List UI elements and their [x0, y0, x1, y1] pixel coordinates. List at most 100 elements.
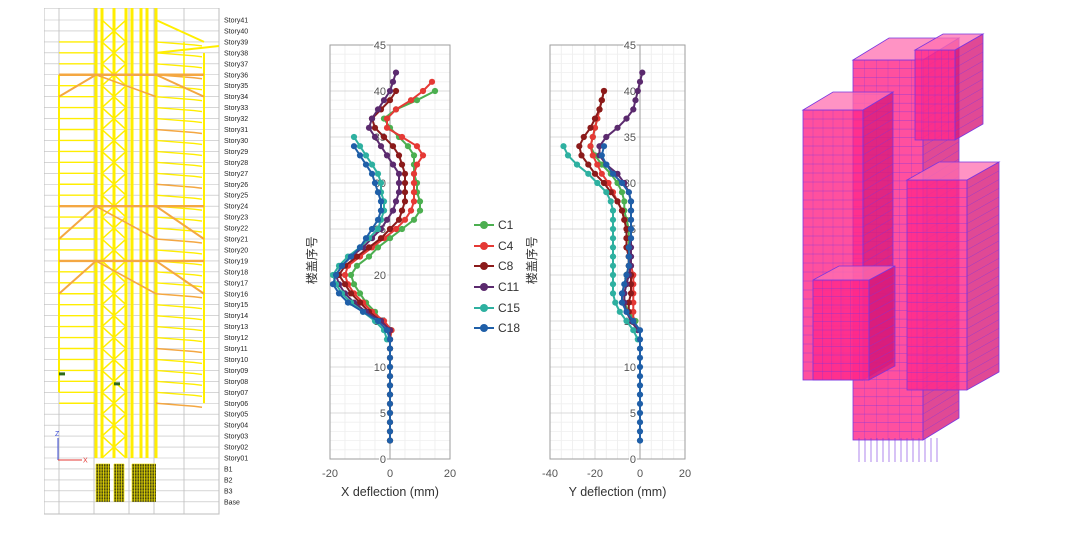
core-brace: [101, 304, 127, 328]
core-brace: [101, 128, 127, 152]
data-point-c18: [630, 317, 637, 325]
data-point-c8: [623, 225, 630, 233]
data-point-c4: [407, 97, 415, 104]
floor-beam-right: [155, 391, 203, 397]
data-point-c11: [395, 189, 403, 196]
data-point-c18: [362, 235, 370, 242]
legend-label: C15: [498, 300, 521, 315]
data-point-c15: [609, 281, 617, 288]
story-label: Story30: [224, 138, 248, 145]
core-brace: [101, 107, 127, 131]
series-c4: [341, 78, 436, 444]
floor-beam-right: [155, 369, 203, 376]
data-point-c8: [623, 235, 630, 242]
data-point-c1: [347, 271, 355, 279]
legend-symbol: [474, 220, 494, 230]
data-point-c11: [371, 133, 379, 141]
data-point-c8: [627, 290, 635, 297]
floor-line: [966, 328, 1000, 347]
floor-line: [966, 354, 1000, 373]
data-point-c15: [609, 290, 617, 297]
data-point-c8: [398, 161, 406, 168]
data-point-c18: [374, 216, 382, 223]
data-point-c4: [428, 78, 436, 85]
data-point-c4: [605, 179, 612, 187]
tower-block: [905, 161, 1001, 391]
legend-label: C18: [498, 321, 521, 336]
floor-line: [966, 284, 1000, 303]
data-point-c18: [623, 308, 630, 315]
floor-line: [868, 349, 896, 364]
hat-truss: [155, 45, 220, 54]
floor-line: [954, 78, 984, 96]
data-point-c1: [413, 97, 421, 104]
floor-line: [922, 141, 960, 164]
story-label: Story19: [224, 258, 248, 265]
data-point-c11: [386, 87, 394, 95]
data-point-c18: [598, 152, 605, 159]
y-tick-label: 20: [374, 270, 386, 282]
data-point-c18: [338, 262, 346, 269]
transfer-truss-diagonal: [155, 260, 205, 295]
floor-line: [966, 258, 1000, 277]
floor-line: [954, 96, 984, 114]
core-brace: [101, 150, 127, 174]
data-point-c18: [329, 281, 337, 288]
data-point-c11: [614, 124, 621, 131]
data-point-c18: [636, 437, 644, 444]
story-label: Story08: [224, 379, 248, 386]
data-point-c15: [356, 143, 364, 150]
story-label: B1: [224, 466, 233, 473]
story-label: Story17: [224, 280, 248, 287]
floor-line: [922, 409, 960, 432]
floor-beam-right: [155, 238, 203, 244]
transfer-truss-diagonal: [58, 260, 97, 295]
data-point-c18: [386, 354, 394, 361]
story-label: Story25: [224, 193, 248, 200]
legend-symbol: [474, 323, 494, 333]
data-point-c11: [392, 69, 400, 76]
data-point-c4: [630, 299, 637, 306]
floor-line: [862, 172, 894, 192]
data-point-c18: [636, 382, 644, 389]
y-tick-label: 40: [374, 86, 386, 98]
floor-line: [862, 109, 894, 129]
floor-beam-right: [155, 128, 203, 135]
legend-item-c8: C8: [474, 256, 544, 277]
data-point-c1: [386, 235, 394, 242]
data-point-c1: [618, 189, 626, 196]
floor-beam-right: [155, 380, 203, 387]
data-point-c11: [392, 198, 400, 205]
floor-beam-right: [155, 293, 203, 299]
legend-item-c1: C1: [474, 215, 544, 236]
x-tick-label: 20: [444, 468, 456, 480]
data-point-c8: [625, 299, 632, 306]
data-point-c1: [416, 198, 424, 205]
basement-block: [132, 463, 156, 502]
data-point-c15: [560, 143, 567, 150]
floor-beam-right: [155, 402, 203, 408]
data-point-c18: [600, 143, 608, 150]
data-point-c15: [368, 161, 376, 168]
story-label: Story38: [224, 50, 248, 57]
elevation-view: Story41 Story40 Story39 Story38 Story37 Story…: [44, 8, 248, 515]
data-point-c4: [341, 271, 349, 279]
data-point-c4: [407, 207, 415, 214]
data-point-c8: [380, 133, 388, 141]
floor-line: [862, 217, 894, 237]
data-point-c8: [341, 281, 349, 288]
floor-line: [966, 188, 1000, 207]
data-point-c18: [335, 290, 343, 297]
data-point-c4: [594, 161, 601, 168]
data-point-c4: [410, 179, 418, 187]
data-point-c8: [386, 225, 394, 233]
data-point-c15: [374, 170, 382, 177]
data-point-c8: [401, 198, 409, 205]
floor-line: [868, 324, 896, 339]
transfer-truss-diagonal: [95, 205, 157, 240]
floor-line: [966, 214, 1000, 233]
story-label: Story41: [224, 18, 248, 25]
story-label: Story28: [224, 160, 248, 167]
data-point-c8: [591, 115, 599, 122]
plot-frame: [549, 44, 686, 460]
